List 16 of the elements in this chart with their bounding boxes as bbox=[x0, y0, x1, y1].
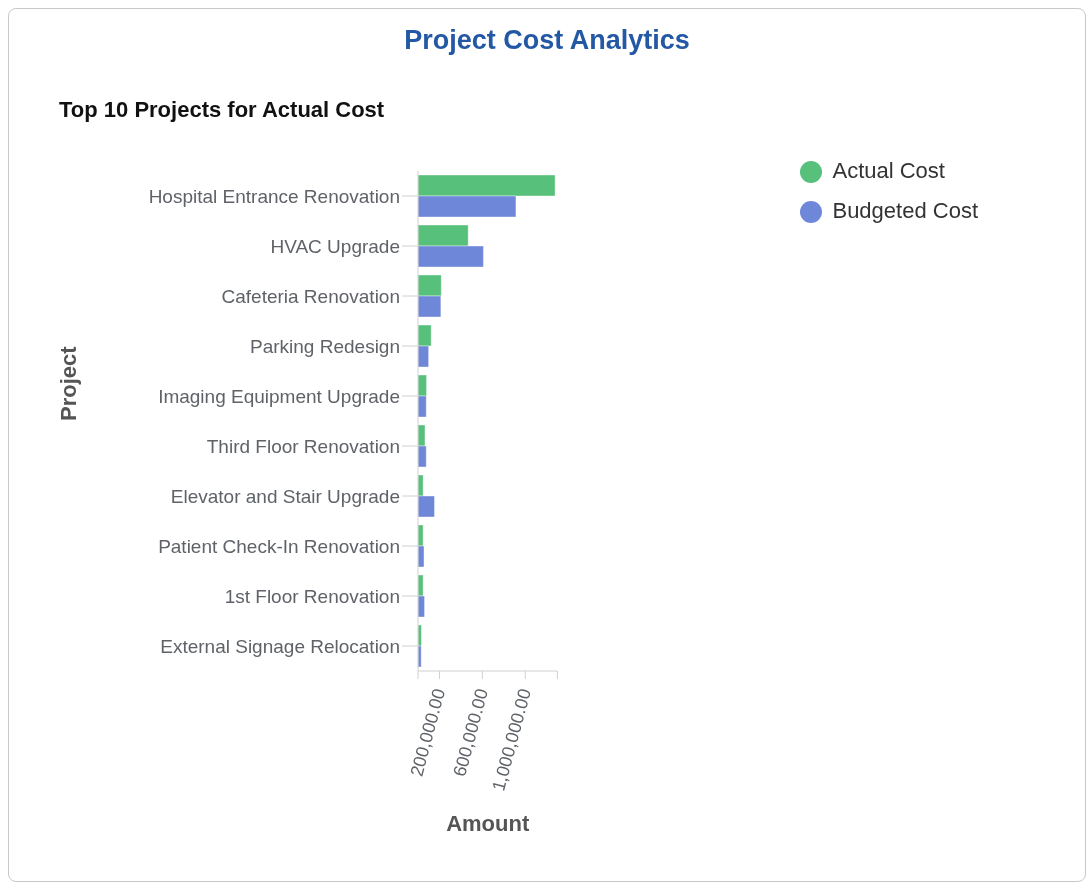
y-tick-label: External Signage Relocation bbox=[160, 635, 400, 657]
y-tick-label: 1st Floor Renovation bbox=[224, 585, 400, 607]
y-tick-label: Imaging Equipment Upgrade bbox=[158, 385, 400, 407]
y-tick-label: Elevator and Stair Upgrade bbox=[170, 485, 400, 507]
y-tick-label: Cafeteria Renovation bbox=[221, 285, 400, 307]
legend-label: Actual Cost bbox=[832, 158, 945, 183]
y-tick-label: Patient Check-In Renovation bbox=[158, 535, 400, 557]
y-tick-label: Parking Redesign bbox=[250, 335, 400, 357]
text: Top 10 Projects for Actual Cost bbox=[59, 97, 385, 123]
chart-title: Project Cost Analytics bbox=[403, 25, 691, 56]
y-tick-label: Third Floor Renovation bbox=[206, 435, 400, 457]
x-axis-title: Amount bbox=[446, 811, 530, 836]
y-axis-title: Project bbox=[55, 345, 81, 421]
y-tick-label: HVAC Upgrade bbox=[270, 235, 400, 257]
legend-label: Budgeted Cost bbox=[832, 198, 978, 223]
y-tick-label: Hospital Entrance Renovation bbox=[148, 185, 400, 207]
